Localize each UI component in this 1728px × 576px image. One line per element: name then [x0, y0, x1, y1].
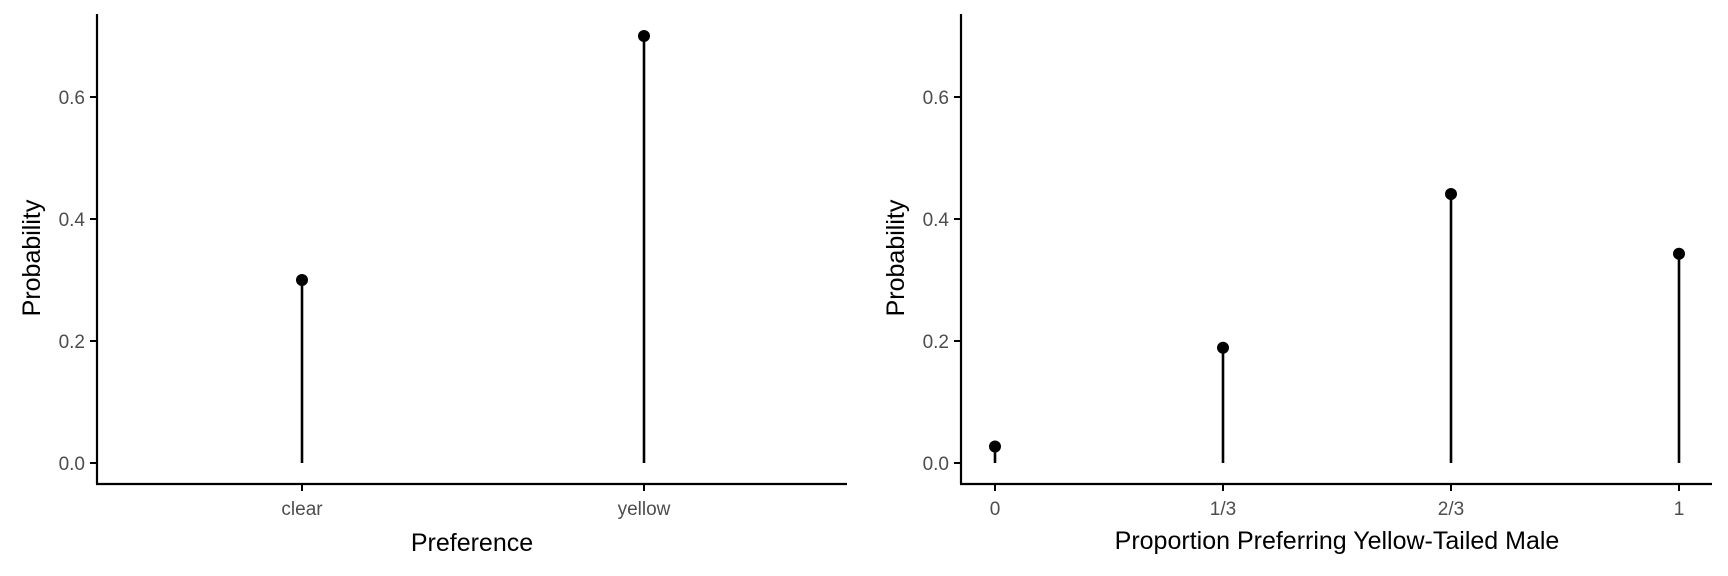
lollipop-point: [989, 440, 1001, 453]
lollipop-point: [1445, 187, 1457, 200]
x-axis-title: Preference: [411, 529, 533, 557]
y-tick-label: 0.6: [59, 88, 85, 109]
x-axis-title: Proportion Preferring Yellow-Tailed Male: [1115, 527, 1560, 555]
y-axis-title: Probability: [882, 199, 910, 316]
x-tick-label: yellow: [618, 499, 671, 520]
x-tick-label: 1: [1674, 499, 1685, 520]
lollipop-point: [638, 30, 650, 42]
chart-panel-preference: 0.0 0.2 0.4 0.6 clear yellow Preference Probabi…: [18, 14, 847, 557]
y-tick-label: 0.0: [59, 454, 85, 475]
x-tick-label: 0: [990, 499, 1001, 520]
y-tick-label: 0.2: [923, 332, 949, 353]
x-tick-label: 2/3: [1438, 499, 1464, 520]
y-tick-label: 0.4: [59, 210, 86, 231]
y-tick-label: 0.0: [923, 454, 949, 475]
lollipop-point: [1217, 341, 1229, 354]
x-tick-label: 1/3: [1210, 499, 1236, 520]
y-tick-label: 0.6: [923, 88, 949, 109]
lollipop-point: [296, 274, 308, 286]
x-tick-label: clear: [281, 499, 323, 520]
y-axis-title: Probability: [18, 199, 46, 316]
lollipop-point: [1673, 247, 1685, 260]
y-tick-label: 0.2: [59, 332, 85, 353]
y-tick-label: 0.4: [923, 210, 950, 231]
chart-panel-proportion: 0.0 0.2 0.4 0.6 0 1/3 2/3 1 Proportion Preferrin…: [882, 14, 1712, 555]
